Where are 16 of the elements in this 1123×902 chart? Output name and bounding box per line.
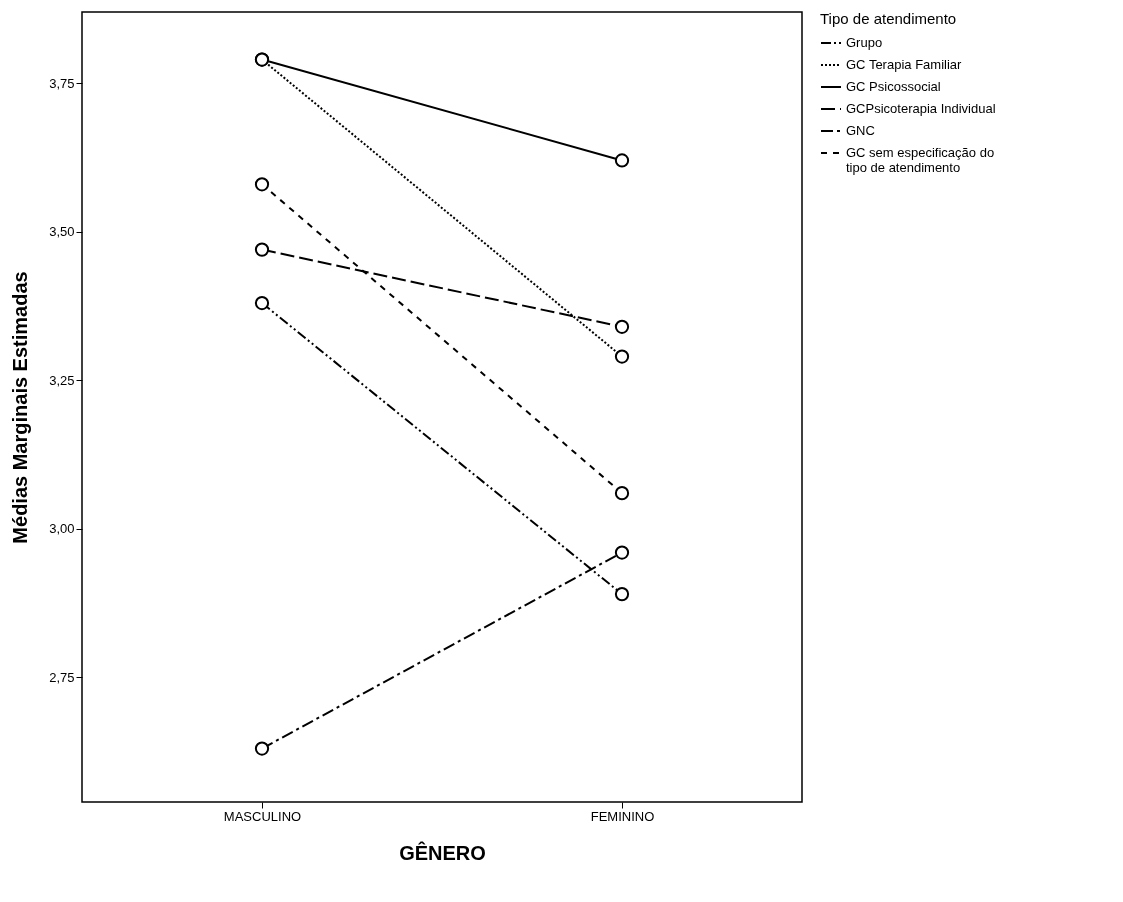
- x-tick-label: FEMININO: [590, 808, 655, 824]
- legend-label: GC Terapia Familiar: [846, 57, 963, 72]
- x-tick-label: MASCULINO: [223, 808, 302, 824]
- y-tick-label: 3,75: [49, 75, 75, 91]
- legend-label: Grupo: [846, 35, 883, 50]
- legend-label: GNC: [846, 123, 875, 138]
- legend-label: GC Psicossocial: [846, 79, 941, 94]
- y-tick-label: 3,50: [49, 224, 75, 240]
- y-axis-title: Médias Marginais Estimadas: [9, 271, 32, 544]
- x-axis-title: GÊNERO: [399, 840, 486, 864]
- y-tick-label: 2,75: [49, 669, 75, 685]
- y-tick-label: 3,25: [49, 372, 75, 388]
- legend-label: GCPsicoterapia Individual: [846, 101, 996, 116]
- y-tick-label: 3,00: [49, 521, 75, 537]
- legend-title: Tipo de atendimento: [820, 10, 957, 27]
- legend-label: GC sem especificação do tipo de atendimento: [846, 145, 995, 175]
